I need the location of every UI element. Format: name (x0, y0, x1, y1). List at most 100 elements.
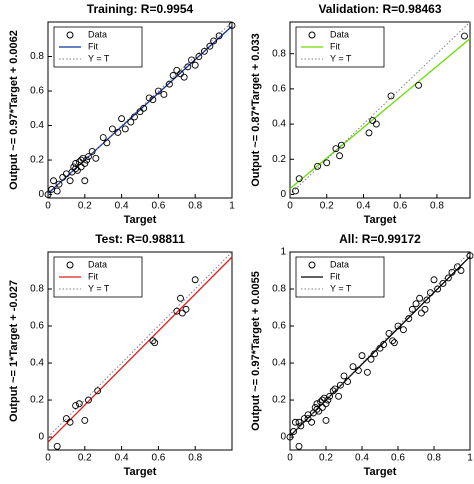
data-point (169, 72, 177, 79)
data-point (149, 96, 157, 104)
x-tick-label: 0 (287, 201, 293, 212)
data-point (210, 37, 218, 45)
y-axis-label: Output ~= 0.97*Target + 0.0055 (250, 271, 262, 431)
identity-line (289, 21, 471, 195)
data-point (50, 177, 57, 185)
data-point (405, 315, 413, 323)
data-point (53, 442, 61, 450)
data-point (206, 42, 214, 50)
x-tick-label: 0.2 (319, 453, 333, 464)
data-point (297, 422, 305, 430)
data-point (313, 400, 321, 408)
data-point (408, 305, 416, 313)
chart-title: All: R=0.99172 (339, 232, 421, 246)
x-tick-label: 0 (45, 453, 51, 464)
data-point (188, 56, 195, 64)
data-point (367, 355, 375, 363)
y-axis-label: Output ~= 0.97*Target + 0.0062 (8, 30, 20, 190)
x-axis-label: Target (364, 466, 397, 478)
legend-label: Data (330, 259, 349, 269)
y-tick-label: 0.4 (272, 358, 286, 369)
data-point (177, 70, 184, 78)
data-point (329, 387, 337, 395)
x-tick-label: 0.8 (188, 201, 202, 212)
y-axis-label: Output ~= 0.87*Target + 0.033 (250, 33, 262, 187)
panel: All: R=0.99172 Target Output ~= 0.97*Targe… (250, 232, 474, 478)
x-tick-label: 0.8 (430, 201, 444, 212)
data-point (335, 392, 343, 400)
data-point (191, 276, 199, 284)
data-point (286, 433, 294, 441)
data-point (180, 73, 188, 81)
data-point (444, 274, 452, 282)
y-tick-label: 0.6 (272, 84, 286, 95)
y-tick-label: 0.6 (30, 86, 44, 97)
x-tick-label: 0.4 (115, 453, 129, 464)
data-point (349, 363, 357, 371)
data-point (466, 252, 474, 260)
data-point (140, 104, 148, 112)
data-point (300, 415, 308, 422)
legend-marker (308, 261, 316, 269)
data-point (295, 418, 303, 426)
data-point (372, 120, 380, 128)
y-tick-label: 0.8 (272, 48, 286, 59)
data-point (290, 428, 298, 435)
data-point (44, 191, 52, 198)
legend-label: Y = T (88, 283, 110, 293)
data-point (457, 267, 465, 274)
x-tick-label: 0.4 (357, 201, 371, 212)
data-point (75, 400, 83, 408)
data-point (72, 160, 80, 167)
x-tick-label: 0 (45, 201, 51, 212)
x-tick-label: 0.4 (115, 201, 129, 212)
y-tick-label: 0.2 (272, 395, 286, 406)
legend-label: Data (88, 29, 107, 39)
panel: Training: R=0.9954 Target Output ~= 0.97*T… (8, 2, 236, 226)
y-tick-label: 0.2 (272, 154, 286, 165)
y-tick-label: 0 (38, 432, 44, 443)
data-point (295, 442, 303, 450)
data-point (81, 177, 89, 185)
legend-label: Fit (330, 271, 340, 281)
data-point (412, 300, 420, 308)
data-point (311, 403, 319, 411)
data-point (390, 339, 398, 347)
data-point (154, 87, 162, 95)
y-tick-label: 0 (280, 189, 286, 200)
data-point (72, 402, 80, 410)
data-point (332, 145, 340, 153)
data-point (151, 339, 159, 347)
x-tick-label: 0.6 (393, 201, 407, 212)
data-point (165, 80, 173, 88)
x-tick-label: 0.4 (355, 453, 369, 464)
y-tick-label: 0 (280, 432, 286, 443)
data-point (85, 396, 92, 404)
legend-label: Y = T (330, 53, 352, 63)
data-point (292, 187, 299, 195)
data-point (295, 175, 303, 183)
data-point (77, 156, 85, 164)
data-point (53, 187, 61, 195)
chart-title: Training: R=0.9954 (87, 2, 194, 16)
y-tick-label: 0.8 (272, 284, 286, 295)
data-point (318, 403, 326, 411)
legend-marker (308, 31, 316, 39)
data-point (66, 418, 74, 426)
x-tick-label: 0.6 (151, 453, 165, 464)
x-axis-label: Target (364, 214, 397, 226)
data-point (369, 117, 377, 125)
data-point (114, 128, 122, 136)
data-point (136, 108, 144, 116)
legend-label: Y = T (88, 53, 110, 63)
data-point (160, 91, 168, 98)
data-point (453, 263, 461, 271)
data-point (178, 309, 186, 317)
legend-label: Data (330, 29, 349, 39)
legend-marker (66, 261, 74, 269)
data-point (92, 154, 100, 162)
data-point (99, 134, 107, 142)
data-point (340, 372, 348, 380)
data-point (326, 392, 334, 400)
data-point (177, 294, 184, 302)
